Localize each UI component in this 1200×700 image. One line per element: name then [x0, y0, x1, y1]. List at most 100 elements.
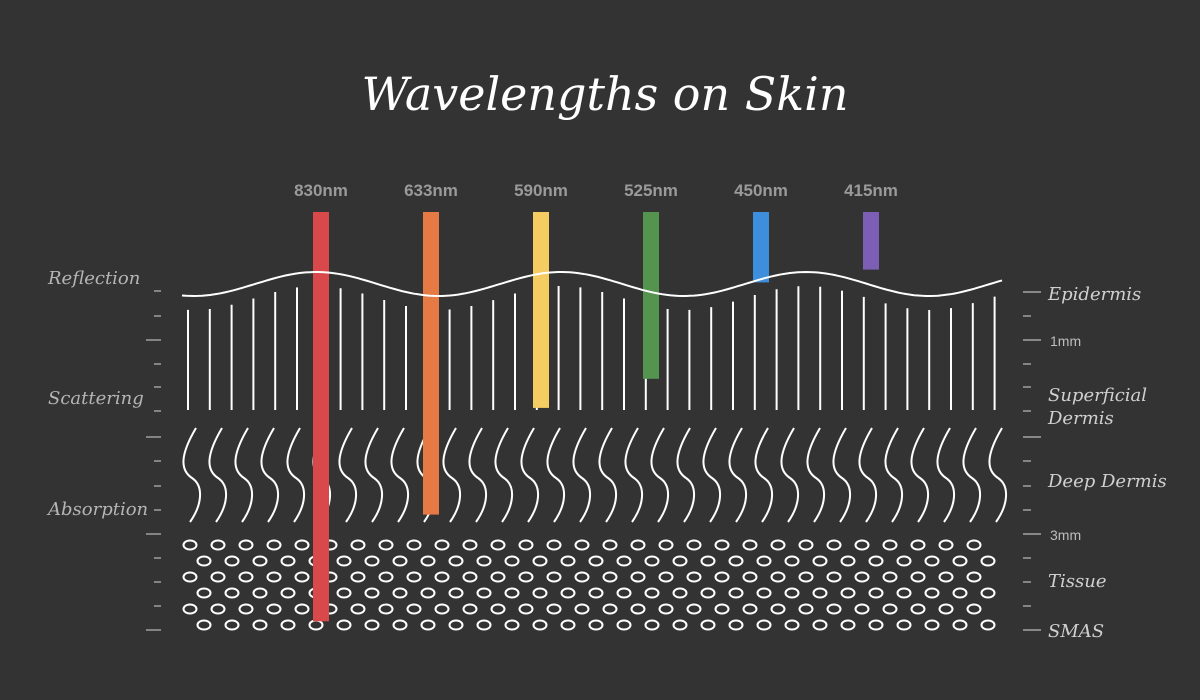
wavy-fiber [208, 427, 227, 523]
wavy-fiber [858, 427, 877, 523]
tissue-cell [504, 619, 520, 631]
tissue-cell [910, 539, 926, 551]
tissue-cell [714, 539, 730, 551]
wavy-fiber [754, 427, 773, 523]
tissue-cell [364, 619, 380, 631]
tissue-cell [560, 555, 576, 567]
wavy-fiber [390, 427, 409, 523]
tissue-cell [966, 571, 982, 583]
tissue-cell [966, 539, 982, 551]
tissue-cell [896, 587, 912, 599]
tissue-cell [392, 555, 408, 567]
tissue-cell [490, 571, 506, 583]
wavelength-bar-590nm [533, 212, 549, 408]
tissue-cell [658, 571, 674, 583]
tissue-cell [700, 555, 716, 567]
tissue-cell [980, 619, 996, 631]
wavy-fiber [988, 427, 1007, 523]
tissue-cell [854, 571, 870, 583]
tissue-cell [812, 587, 828, 599]
tissue-cell [756, 555, 772, 567]
tissue-cell [546, 571, 562, 583]
tissue-cell [280, 587, 296, 599]
tissue-cell [420, 587, 436, 599]
wavy-fiber [806, 427, 825, 523]
tissue-cell [602, 603, 618, 615]
left-tick-scale [146, 290, 161, 631]
tissue-cell [602, 539, 618, 551]
tissue-cell [798, 603, 814, 615]
tissue-cell [280, 619, 296, 631]
depth-marker-3mm: 3mm [1050, 527, 1081, 543]
tissue-cell [336, 555, 352, 567]
tissue-cell [434, 539, 450, 551]
tissue-cell [378, 571, 394, 583]
wavy-fiber [650, 427, 669, 523]
tissue-cell [924, 619, 940, 631]
tissue-cell [532, 555, 548, 567]
tissue-cell [602, 571, 618, 583]
tissue-cell [462, 539, 478, 551]
wavelength-label-633nm: 633nm [404, 181, 458, 200]
tissue-cell [770, 571, 786, 583]
tissue-cell [952, 619, 968, 631]
tissue-cell [196, 555, 212, 567]
wavy-fiber [962, 427, 981, 523]
tissue-cell [182, 571, 198, 583]
tissue-cell [742, 603, 758, 615]
tissue-cell [490, 539, 506, 551]
tissue-cell [812, 619, 828, 631]
tissue-cell [434, 603, 450, 615]
tissue-cell [980, 587, 996, 599]
tissue-cell [868, 619, 884, 631]
label-tissue: Tissue [1048, 571, 1106, 592]
tissue-cell [210, 539, 226, 551]
tissue-cell [546, 603, 562, 615]
label-epidermis: Epidermis [1047, 284, 1141, 305]
tissue-cell [728, 587, 744, 599]
wavy-fiber [494, 427, 513, 523]
wavelength-bar-633nm [423, 212, 439, 515]
tissue-cell [882, 571, 898, 583]
tissue-cell [336, 587, 352, 599]
label-absorption: Absorption [46, 499, 148, 520]
tissue-cell [434, 571, 450, 583]
tissue-cell [280, 555, 296, 567]
tissue-cell [770, 539, 786, 551]
tissue-cell [196, 587, 212, 599]
tissue-cell [574, 539, 590, 551]
tissue-cell [924, 555, 940, 567]
tissue-cell [644, 587, 660, 599]
tissue-cell [392, 619, 408, 631]
wavelength-labels: 830nm 633nm 590nm 525nm 450nm 415nm [294, 181, 898, 200]
tissue-cell [630, 571, 646, 583]
tissue-cell [854, 539, 870, 551]
tissue-cell [546, 539, 562, 551]
wavelength-label-415nm: 415nm [844, 181, 898, 200]
tissue-cell [672, 619, 688, 631]
tissue-cell [952, 587, 968, 599]
wavy-fiber [338, 427, 357, 523]
tissue-cell [574, 603, 590, 615]
tissue-cell [364, 587, 380, 599]
wavy-fiber [624, 427, 643, 523]
tissue-cell [238, 571, 254, 583]
tissue-cell [378, 603, 394, 615]
tissue-cell [266, 571, 282, 583]
tissue-cell [700, 587, 716, 599]
wavy-fiber [884, 427, 903, 523]
tissue-cell [952, 555, 968, 567]
wavelength-bar-450nm [753, 212, 769, 283]
tissue-cell [756, 587, 772, 599]
tissue-cell [518, 539, 534, 551]
tissue-cell [392, 587, 408, 599]
wavelength-label-830nm: 830nm [294, 181, 348, 200]
label-smas: SMAS [1048, 621, 1104, 642]
tissue-cell [742, 539, 758, 551]
tissue-cell [686, 571, 702, 583]
diagram-title: Wavelengths on Skin [362, 67, 849, 121]
wavelength-label-590nm: 590nm [514, 181, 568, 200]
tissue-cell [462, 571, 478, 583]
wavelength-bars [313, 212, 879, 622]
